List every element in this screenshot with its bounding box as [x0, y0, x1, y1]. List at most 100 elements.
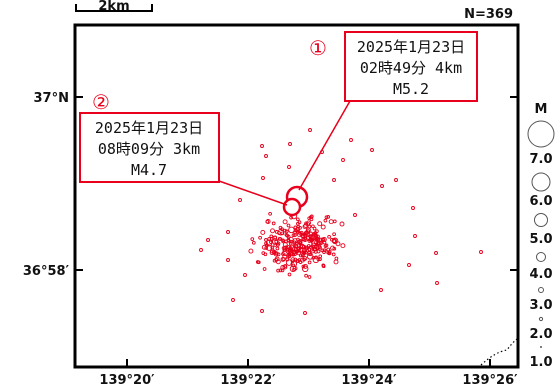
legend-circle-7 — [527, 120, 555, 148]
legend-title: M — [535, 102, 548, 117]
epicenter-dot — [284, 229, 289, 234]
epicenter-dot — [289, 239, 294, 244]
epicenter-dot — [284, 232, 289, 237]
legend-circle-1 — [540, 346, 542, 348]
epicenter-dot — [330, 237, 334, 242]
epicenter-dot — [270, 228, 275, 234]
epicenter-dot — [309, 214, 314, 219]
epicenter-dot — [292, 238, 298, 244]
epicenter-dot — [314, 255, 318, 260]
epicenter-dot — [283, 264, 288, 268]
event-2-number: ② — [92, 90, 110, 114]
epicenter-dot — [305, 236, 311, 241]
epicenter-dot — [312, 226, 317, 231]
event-1-date: 2025年1月23日 — [357, 38, 465, 56]
epicenter-dot — [331, 252, 336, 257]
epicenter-dot — [288, 142, 292, 146]
epicenter-dot — [332, 232, 336, 237]
epicenter-dot — [322, 248, 327, 253]
epicenter-dot — [287, 165, 291, 169]
epicenter-dot — [317, 221, 323, 227]
lon-label-139-26: 139°26′ — [462, 373, 518, 388]
event-2-callout: 2025年1月23日 08時09分 3km M4.7 — [79, 112, 220, 183]
epicenter-dot — [298, 253, 303, 258]
epicenter-dot — [297, 258, 302, 262]
legend-label-3: 3.0 — [529, 298, 552, 313]
event-count: N=369 — [464, 7, 513, 22]
lon-label-139-22: 139°22′ — [220, 373, 276, 388]
epicenter-dot — [380, 184, 384, 188]
epicenter-dot — [261, 176, 265, 180]
boundary-line — [480, 338, 518, 366]
epicenter-dot — [302, 255, 308, 261]
epicenter-dot — [288, 246, 292, 251]
epicenter-dot — [296, 224, 301, 229]
epicenter-dot — [296, 230, 301, 234]
scale-bar: 2km — [75, 0, 153, 14]
legend-circle-6 — [531, 172, 551, 192]
event-1-number: ① — [309, 36, 327, 60]
event-1-magnitude: M5.2 — [393, 80, 429, 98]
epicenter-dot — [306, 253, 314, 260]
epicenter-2-marker — [282, 197, 302, 217]
legend-circle-5 — [534, 213, 548, 227]
epicenter-dot — [199, 248, 203, 252]
epicenter-dot — [274, 257, 279, 262]
epicenter-dot — [290, 260, 298, 268]
epicenter-dot — [326, 215, 331, 219]
epicenter-dot — [286, 238, 291, 242]
epicenter-dot — [324, 215, 329, 220]
epicenter-dot — [293, 242, 301, 249]
legend-label-5: 5.0 — [529, 232, 552, 247]
epicenter-dot — [287, 254, 291, 259]
epicenter-dot — [295, 217, 300, 222]
event-1-callout: 2025年1月23日 02時49分 4km M5.2 — [344, 31, 478, 102]
epicenter-dot — [307, 275, 312, 279]
epicenter-dot — [407, 263, 411, 267]
epicenter-dot — [293, 228, 298, 232]
epicenter-dot — [291, 233, 296, 238]
legend-label-2: 2.0 — [529, 327, 552, 342]
epicenter-dot — [251, 240, 256, 245]
lat-label-37n: 37°N — [34, 91, 69, 106]
epicenter-dot — [260, 229, 266, 235]
epicenter-dot — [302, 244, 306, 249]
epicenter-cluster — [199, 128, 483, 315]
epicenter-dot — [248, 248, 254, 254]
epicenter-dot — [324, 243, 329, 248]
epicenter-dot — [321, 237, 326, 242]
epicenter-dot — [321, 263, 326, 268]
epicenter-dot — [272, 235, 278, 241]
epicenter-dot — [304, 230, 310, 236]
leader-line-1 — [298, 100, 351, 191]
epicenter-dot — [280, 256, 286, 262]
epicenter-dot — [275, 246, 280, 251]
epicenter-dot — [260, 309, 264, 313]
legend-label-4: 4.0 — [529, 267, 552, 282]
epicenter-dot — [264, 154, 268, 158]
epicenter-dot — [258, 235, 262, 240]
event-1-time-depth: 02時49分 4km — [360, 59, 462, 77]
epicenter-dot — [303, 223, 309, 229]
epicenter-dot — [301, 265, 309, 273]
epicenter-dot — [330, 245, 335, 251]
epicenter-dot — [274, 230, 279, 234]
epicenter-dot — [263, 252, 268, 257]
epicenter-dot — [286, 223, 291, 228]
epicenter-dot — [226, 258, 230, 262]
epicenter-dot — [315, 229, 319, 234]
epicenter-dot — [289, 265, 297, 272]
epicenter-dot — [307, 216, 312, 221]
epicenter-dot — [333, 259, 339, 265]
magnitude-legend: M 7.0 6.0 5.0 4.0 3.0 2.0 1.0 — [527, 102, 555, 370]
epicenter-dot — [287, 272, 292, 277]
epicenter-dot — [302, 224, 308, 230]
epicenter-dot — [413, 234, 417, 238]
epicenter-dot — [269, 250, 275, 256]
epicenter-dot — [319, 240, 324, 245]
epicenter-dot — [276, 268, 280, 273]
epicenter-dot — [306, 220, 312, 226]
epicenter-dot — [302, 263, 308, 269]
leader-line-2 — [218, 180, 288, 206]
epicenter-dot — [327, 249, 332, 254]
